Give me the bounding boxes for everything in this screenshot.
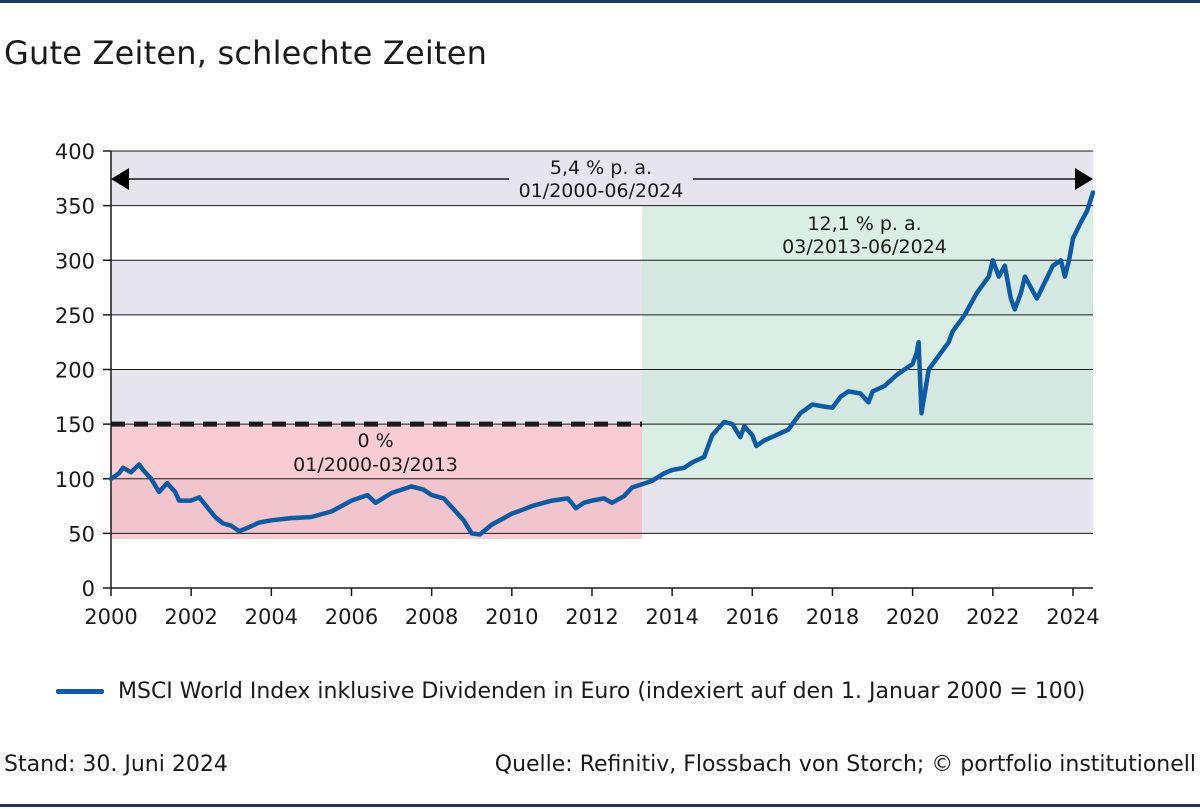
- annotation-red-zone-rate: 0 %: [357, 430, 393, 452]
- x-tick-label: 2008: [405, 605, 458, 629]
- y-tick-label: 100: [55, 468, 95, 492]
- red-zone: [111, 424, 643, 539]
- series-group: [108, 190, 1096, 537]
- arrow-left-head: [111, 168, 129, 190]
- series-line: [108, 190, 1096, 537]
- x-tick-label: 2024: [1046, 605, 1099, 629]
- footer-date: Stand: 30. Juni 2024: [4, 752, 228, 777]
- top-rule: [0, 0, 1200, 3]
- annotation-green-zone-rate: 12,1 % p. a.: [807, 213, 921, 235]
- x-tick-label: 2018: [806, 605, 859, 629]
- arrow-right-head: [1075, 168, 1093, 190]
- legend-swatch: [56, 688, 104, 694]
- legend-label: MSCI World Index inklusive Dividenden in…: [118, 678, 1086, 704]
- y-tick-label: 400: [55, 140, 95, 164]
- y-tick-label: 50: [68, 522, 95, 546]
- y-tick-label: 150: [55, 413, 95, 437]
- annotation-full-period-rate: 5,4 % p. a.: [550, 157, 652, 179]
- x-tick-label: 2002: [164, 605, 217, 629]
- page-title: Gute Zeiten, schlechte Zeiten: [4, 34, 488, 72]
- x-tick-label: 2010: [485, 605, 538, 629]
- x-tick-label: 2016: [726, 605, 779, 629]
- x-tick-label: 2006: [325, 605, 378, 629]
- annotation-red-zone-range: 01/2000-03/2013: [293, 454, 458, 476]
- chart-legend: MSCI World Index inklusive Dividenden in…: [56, 676, 1085, 706]
- bottom-rule: [0, 804, 1200, 807]
- annotation-green-zone-range: 03/2013-06/2024: [782, 236, 947, 258]
- y-tick-label: 300: [55, 249, 95, 273]
- annotation-full-period-range: 01/2000-06/2024: [519, 180, 684, 202]
- x-tick-label: 2004: [245, 605, 298, 629]
- x-tick-label: 2022: [966, 605, 1019, 629]
- arrow-label-background: [509, 169, 693, 189]
- y-tick-label: 350: [55, 195, 95, 219]
- x-tick-label: 2020: [886, 605, 939, 629]
- annotations-group: 5,4 % p. a. 01/2000-06/2024 12,1 % p. a.…: [111, 157, 1093, 476]
- y-tick-label: 0: [82, 577, 95, 601]
- footer-source: Quelle: Refinitiv, Flossbach von Storch;…: [494, 752, 1196, 777]
- axes: 2000 2002 2004 2006 2008 2010 2012 2014 2016 2018…: [84, 150, 1100, 629]
- x-tick-label: 2000: [84, 605, 137, 629]
- highlight-zones: [111, 205, 1093, 539]
- y-tick-label: 200: [55, 359, 95, 383]
- green-zone: [642, 205, 1093, 479]
- x-tick-label: 2012: [565, 605, 618, 629]
- y-tick-label: 250: [55, 304, 95, 328]
- gridlines: 0 50 100 150 200 250 300 350 400: [55, 140, 1093, 601]
- x-tick-label: 2014: [645, 605, 698, 629]
